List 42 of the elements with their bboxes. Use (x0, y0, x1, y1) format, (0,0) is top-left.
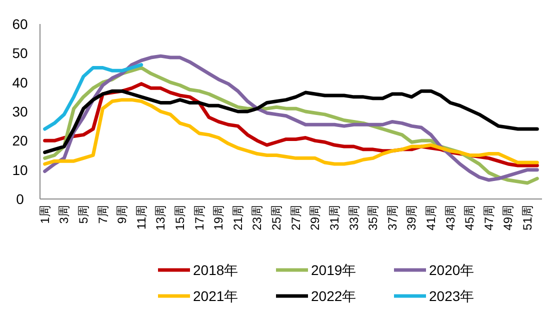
x-tick-label: 31周 (327, 205, 342, 230)
legend-label: 2019年 (311, 262, 356, 278)
x-tick-label: 25周 (270, 205, 284, 230)
x-tick-label: 51周 (520, 205, 535, 230)
x-tick-label: 15周 (172, 205, 187, 230)
x-tick-label: 45周 (462, 205, 477, 230)
y-tick-label: 30 (12, 104, 28, 120)
legend-label: 2023年 (429, 288, 474, 304)
line-series (43, 98, 539, 166)
x-tick-label: 35周 (366, 205, 380, 230)
legend-label: 2022年 (311, 288, 356, 304)
x-tick-label: 43周 (443, 205, 458, 230)
x-tick-label: 9周 (115, 205, 130, 224)
x-tick-label: 3周 (57, 205, 72, 224)
x-tick-label: 1周 (38, 205, 52, 224)
x-tick-label: 33周 (346, 205, 361, 230)
y-tick-label: 20 (12, 132, 28, 149)
x-tick-label: 21周 (230, 205, 245, 230)
x-tick-label: 7周 (96, 205, 110, 224)
y-tick-label: 50 (12, 45, 28, 62)
y-tick-label: 40 (12, 74, 28, 90)
x-tick-label: 13周 (154, 205, 168, 230)
line-series (43, 89, 539, 154)
legend-label: 2020年 (429, 262, 474, 278)
x-tick-label: 19周 (212, 205, 226, 230)
y-tick-label: 0 (16, 191, 24, 207)
x-tick-label: 17周 (192, 205, 206, 230)
y-tick-label: 60 (12, 16, 28, 32)
legend-label: 2021年 (193, 288, 238, 304)
x-tick-label: 39周 (404, 205, 419, 230)
x-tick-label: 11周 (134, 205, 148, 230)
x-tick-label: 37周 (385, 205, 400, 230)
x-tick-label: 23周 (250, 205, 264, 230)
x-tick-label: 47周 (482, 205, 496, 230)
x-tick-label: 41周 (424, 205, 438, 230)
line-series (43, 63, 144, 131)
x-tick-label: 29周 (308, 205, 322, 230)
x-tick-label: 27周 (288, 205, 303, 230)
legend-label: 2018年 (193, 262, 238, 278)
y-tick-label: 10 (12, 162, 28, 178)
x-tick-label: 49周 (501, 205, 516, 230)
x-tick-label: 5周 (76, 205, 90, 224)
